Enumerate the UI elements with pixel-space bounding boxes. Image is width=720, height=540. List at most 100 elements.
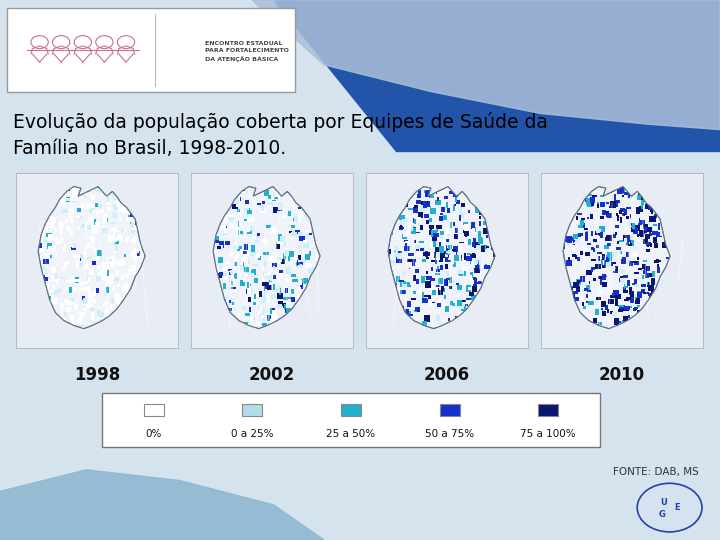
Bar	[642, 284, 647, 287]
Bar	[599, 231, 603, 236]
Bar	[438, 290, 444, 295]
Bar	[619, 210, 622, 214]
Bar	[423, 201, 427, 208]
Bar	[209, 263, 211, 267]
Bar	[673, 244, 677, 249]
Bar	[300, 236, 305, 241]
Bar	[622, 192, 624, 194]
Bar	[283, 308, 286, 310]
Bar	[452, 303, 454, 306]
Bar	[593, 319, 597, 323]
Bar	[242, 232, 248, 236]
Bar	[402, 284, 408, 287]
Bar	[120, 236, 124, 239]
Bar	[268, 315, 270, 321]
Bar	[616, 213, 618, 215]
Bar	[217, 217, 218, 221]
Bar	[624, 308, 629, 310]
Bar	[575, 332, 580, 334]
Bar	[45, 240, 48, 243]
Bar	[582, 319, 584, 320]
Bar	[143, 238, 148, 241]
Bar	[78, 321, 81, 325]
Bar	[107, 279, 112, 285]
Bar	[393, 308, 396, 315]
Bar	[459, 242, 464, 244]
Bar	[285, 267, 291, 274]
Bar	[115, 278, 119, 281]
Bar	[445, 238, 450, 241]
Bar	[46, 221, 50, 225]
Bar	[221, 304, 223, 308]
Text: 2006: 2006	[423, 366, 470, 384]
Bar	[157, 213, 163, 218]
Bar	[139, 307, 145, 313]
Bar	[103, 214, 108, 220]
Bar	[681, 266, 683, 268]
Bar	[139, 244, 145, 248]
Bar	[428, 295, 431, 299]
Bar	[210, 325, 215, 329]
Bar	[212, 260, 213, 262]
Bar	[152, 299, 153, 305]
Bar	[135, 312, 140, 317]
Bar	[448, 322, 452, 327]
Bar	[127, 336, 132, 340]
Bar	[560, 218, 566, 221]
Bar	[420, 225, 423, 230]
Bar	[237, 209, 240, 212]
Bar	[246, 325, 250, 327]
Bar	[396, 329, 398, 333]
Bar	[69, 287, 72, 293]
Bar	[305, 234, 309, 238]
Bar	[248, 296, 251, 302]
Bar	[271, 294, 276, 299]
Bar	[456, 336, 462, 340]
Bar	[318, 259, 321, 262]
Bar	[464, 334, 466, 337]
Bar	[429, 330, 431, 334]
Bar	[416, 251, 421, 256]
Bar	[628, 192, 630, 198]
Bar	[333, 224, 335, 227]
Bar	[103, 219, 107, 222]
Bar	[69, 202, 75, 204]
Bar	[630, 331, 636, 336]
Bar	[494, 217, 497, 221]
Bar	[60, 329, 64, 331]
Bar	[246, 190, 248, 194]
Bar	[271, 327, 274, 330]
Bar	[151, 321, 155, 326]
Bar	[42, 286, 47, 290]
Bar	[643, 336, 647, 340]
Bar	[204, 254, 207, 259]
Bar	[589, 327, 592, 331]
Bar	[121, 203, 127, 206]
Bar	[318, 301, 320, 303]
Bar	[671, 193, 676, 199]
Bar	[161, 311, 165, 317]
Bar	[669, 330, 670, 335]
Bar	[113, 286, 114, 290]
Bar	[328, 312, 333, 318]
Bar	[668, 245, 671, 250]
Bar	[126, 237, 129, 242]
Bar	[276, 288, 279, 293]
Bar	[500, 217, 504, 223]
Bar	[323, 199, 325, 205]
Bar	[205, 303, 208, 308]
Bar	[262, 323, 267, 326]
Bar	[88, 294, 93, 298]
Bar	[217, 246, 221, 249]
Bar	[219, 241, 224, 248]
Bar	[297, 212, 303, 217]
Bar	[294, 217, 298, 222]
Bar	[490, 285, 495, 288]
Bar	[499, 264, 503, 267]
Bar	[124, 254, 126, 256]
Bar	[40, 334, 46, 336]
Bar	[453, 264, 456, 267]
Bar	[278, 262, 281, 265]
Bar	[640, 321, 644, 325]
Polygon shape	[563, 186, 670, 329]
